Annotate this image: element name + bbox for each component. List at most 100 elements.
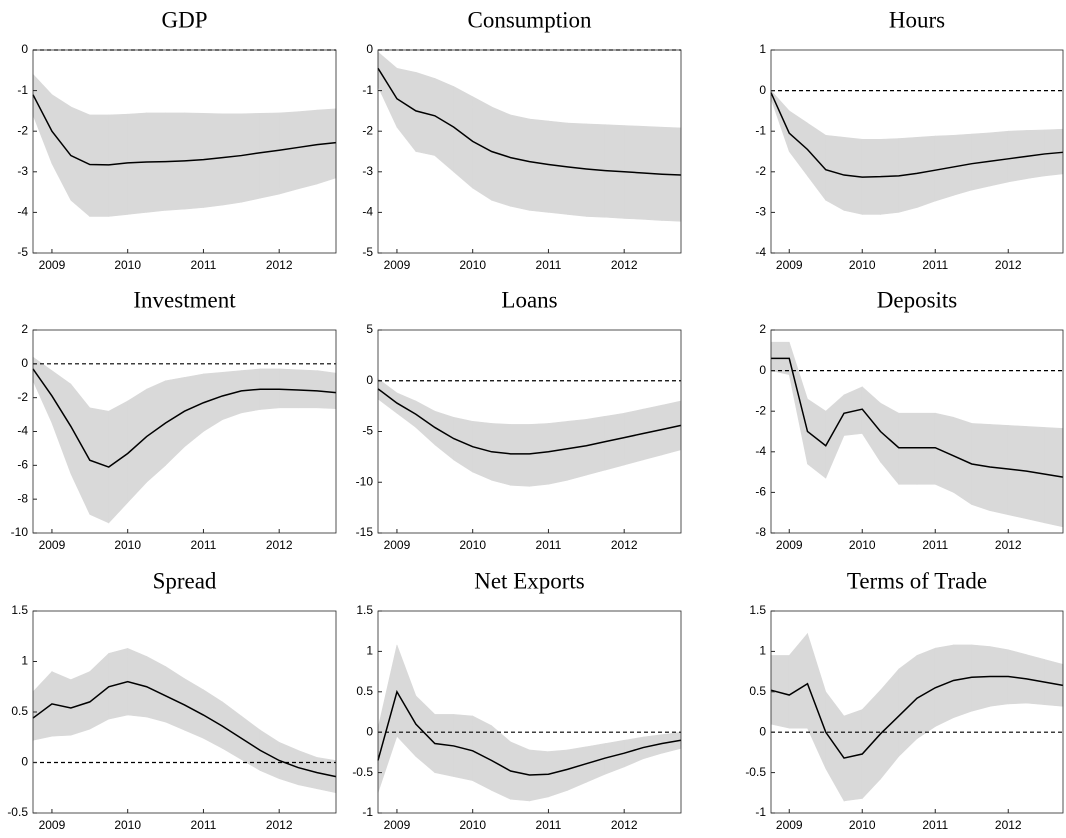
y-tick-label: -4 xyxy=(755,245,766,259)
confidence-band xyxy=(297,369,318,409)
median-line xyxy=(377,67,682,176)
x-tick-label: 2009 xyxy=(776,818,803,832)
confidence-band xyxy=(222,701,242,760)
y-tick-label: 0 xyxy=(759,724,766,738)
y-tick-label: -3 xyxy=(17,164,28,178)
y-tick-label: 0 xyxy=(21,42,28,56)
y-tick-label: 1.5 xyxy=(11,603,28,617)
confidence-band xyxy=(278,368,299,409)
x-tick-label: 2010 xyxy=(459,258,486,272)
y-tick-label: -5 xyxy=(362,424,373,438)
y-tick-label: -2 xyxy=(362,123,373,137)
y-tick-label: -1 xyxy=(17,83,28,97)
x-tick-label: 2009 xyxy=(39,818,66,832)
confidence-band xyxy=(32,73,53,164)
y-tick-label: 0 xyxy=(366,724,373,738)
y-tick-label: -2 xyxy=(17,390,28,404)
confidence-band xyxy=(89,652,110,730)
y-tick-label: -2 xyxy=(755,164,766,178)
y-tick-label: -10 xyxy=(11,525,29,539)
confidence-band xyxy=(916,412,936,485)
plot-frame xyxy=(770,610,1064,814)
y-tick-label: -0.5 xyxy=(7,805,28,819)
confidence-band xyxy=(898,654,918,758)
x-tick-label: 2009 xyxy=(384,818,411,832)
y-tick-label: -4 xyxy=(362,205,373,219)
confidence-band xyxy=(510,114,530,211)
plot-frame xyxy=(32,49,337,254)
y-tick-label: 0.5 xyxy=(356,684,373,698)
y-tick-label: 0 xyxy=(759,363,766,377)
x-tick-label: 2012 xyxy=(611,538,638,552)
x-tick-label: 2011 xyxy=(922,258,948,272)
confidence-band xyxy=(934,412,954,493)
x-tick-label: 2012 xyxy=(611,258,638,272)
median-line xyxy=(770,675,1064,759)
x-tick-label: 2010 xyxy=(114,258,141,272)
x-tick-label: 2012 xyxy=(266,818,293,832)
confidence-band xyxy=(203,689,223,749)
x-tick-label: 2010 xyxy=(849,818,876,832)
confidence-band xyxy=(898,412,918,485)
y-tick-label: -10 xyxy=(356,474,374,488)
x-tick-label: 2010 xyxy=(114,538,141,552)
y-tick-label: 0 xyxy=(21,755,28,769)
chart-title: Spread xyxy=(153,568,217,593)
confidence-band xyxy=(203,113,223,208)
chart-title: Net Exports xyxy=(474,568,585,593)
confidence-band xyxy=(89,114,110,217)
confidence-band xyxy=(70,383,91,515)
y-tick-label: -6 xyxy=(755,485,766,499)
confidence-band xyxy=(788,110,808,177)
confidence-band xyxy=(316,108,337,185)
confidence-band xyxy=(989,424,1009,516)
median-line xyxy=(32,368,337,468)
chart-title: Terms of Trade xyxy=(847,568,987,593)
confidence-band xyxy=(934,644,954,728)
confidence-band xyxy=(491,423,511,486)
confidence-band xyxy=(453,714,473,782)
confidence-band xyxy=(788,632,808,729)
confidence-band xyxy=(548,120,568,215)
y-tick-label: -0.5 xyxy=(352,765,373,779)
x-tick-label: 2010 xyxy=(849,538,876,552)
x-tick-label: 2009 xyxy=(39,258,66,272)
confidence-band xyxy=(453,86,473,189)
y-tick-label: -4 xyxy=(17,205,28,219)
confidence-band xyxy=(377,644,398,793)
y-tick-label: 1.5 xyxy=(749,603,766,617)
x-tick-label: 2010 xyxy=(849,258,876,272)
chart-title: GDP xyxy=(161,7,207,32)
y-tick-label: 0.5 xyxy=(749,684,766,698)
x-tick-label: 2009 xyxy=(384,538,411,552)
x-tick-label: 2011 xyxy=(191,538,217,552)
y-tick-label: 1.5 xyxy=(356,603,373,617)
confidence-band xyxy=(259,729,280,780)
confidence-band xyxy=(316,370,337,409)
confidence-band xyxy=(510,424,530,487)
x-tick-label: 2012 xyxy=(611,818,638,832)
y-tick-label: -8 xyxy=(17,491,28,505)
confidence-band xyxy=(971,644,991,712)
y-tick-label: -4 xyxy=(17,424,28,438)
median-line xyxy=(377,388,682,455)
confidence-band xyxy=(472,96,492,201)
confidence-band xyxy=(127,112,147,215)
y-tick-label: -5 xyxy=(362,245,373,259)
x-tick-label: 2012 xyxy=(266,538,293,552)
confidence-band xyxy=(825,394,845,479)
y-tick-label: -1 xyxy=(755,805,766,819)
x-tick-label: 2012 xyxy=(266,258,293,272)
y-tick-label: 2 xyxy=(759,322,766,336)
chart-title: Loans xyxy=(501,287,557,312)
confidence-band xyxy=(297,109,318,190)
chart-title: Deposits xyxy=(877,287,958,312)
plot-frame xyxy=(377,610,682,814)
x-tick-label: 2010 xyxy=(114,818,141,832)
confidence-band xyxy=(1026,426,1046,524)
x-tick-label: 2009 xyxy=(776,538,803,552)
confidence-band xyxy=(222,113,242,206)
x-tick-label: 2011 xyxy=(191,818,217,832)
confidence-band xyxy=(567,122,587,217)
